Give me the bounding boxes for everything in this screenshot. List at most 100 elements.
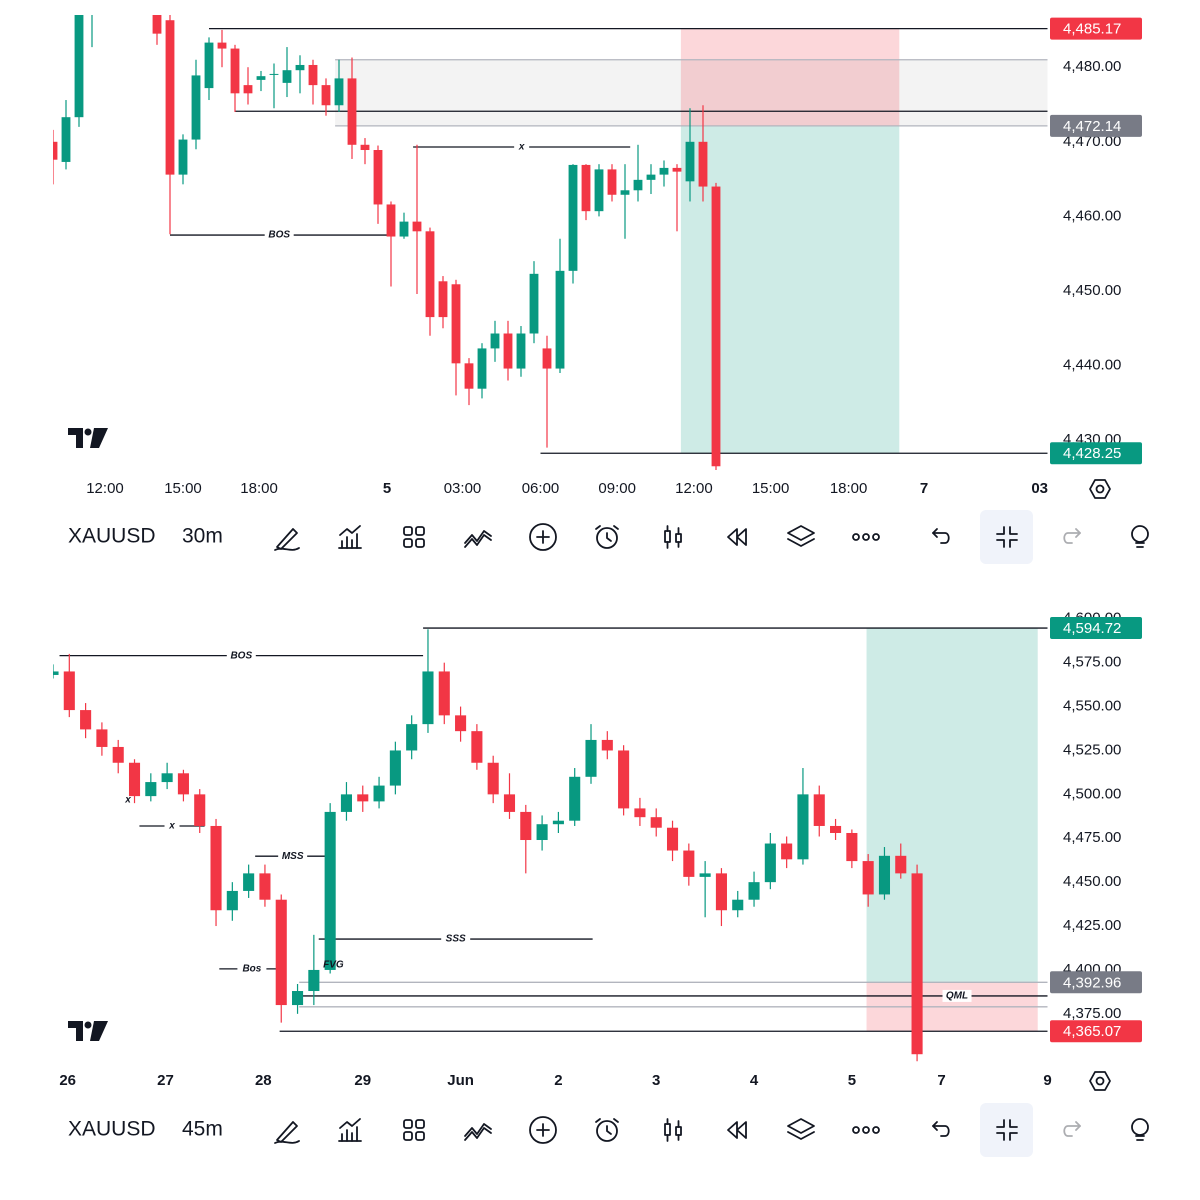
candle-body [422, 671, 434, 725]
x-tick-label: 28 [255, 1072, 272, 1089]
undo-button[interactable] [932, 528, 950, 544]
candle-body [911, 873, 923, 1055]
wave-button[interactable] [464, 530, 492, 548]
candle-body [177, 773, 189, 795]
plus-button[interactable] [529, 1116, 557, 1144]
candle-body [732, 899, 744, 911]
candle-body [797, 794, 809, 860]
settings-button[interactable] [1089, 1071, 1111, 1091]
pen-button[interactable] [274, 528, 300, 551]
price-tag-label: 4,428.25 [1063, 445, 1121, 462]
chart-button[interactable] [338, 1118, 362, 1142]
candle-body [80, 710, 92, 730]
interval: 45m [182, 1118, 223, 1141]
candle-body [646, 174, 656, 180]
x-tick-label: 27 [157, 1072, 174, 1089]
grid-icon-part [415, 1119, 425, 1129]
dots-button[interactable] [852, 533, 880, 541]
loss-zone [680, 28, 900, 126]
bulb-button[interactable] [1131, 1118, 1149, 1141]
price-tag-label: 4,594.72 [1063, 620, 1121, 637]
wave-button[interactable] [464, 1123, 492, 1141]
bulb-icon-part [1131, 1118, 1149, 1136]
grid-icon-part [403, 1131, 413, 1141]
candle-body [217, 42, 227, 49]
x-tick-label: 09:00 [598, 480, 636, 497]
candle-body [633, 179, 643, 191]
label-bg [264, 229, 294, 242]
interval: 30m [182, 525, 223, 548]
bulb-icon-part [1135, 1135, 1145, 1141]
candle-body [226, 890, 238, 911]
wave-icon-part [464, 534, 492, 548]
x-tick-label: 7 [920, 480, 928, 497]
bulb-button[interactable] [1131, 525, 1149, 548]
rewind-button[interactable] [727, 528, 747, 546]
undo-button[interactable] [932, 1121, 950, 1137]
x-tick-label: 12:00 [675, 480, 713, 497]
redo-icon-part [1063, 528, 1081, 544]
alarm-button[interactable] [595, 525, 619, 549]
redo-button[interactable] [1063, 528, 1081, 544]
candle-body [699, 873, 711, 877]
candle-button[interactable] [664, 525, 682, 549]
candle-body [204, 42, 214, 89]
undo-icon-part [932, 1125, 950, 1137]
layers-button[interactable] [787, 1118, 815, 1140]
plus-icon-part [536, 1123, 550, 1137]
price-tag [1050, 17, 1142, 40]
grid-button[interactable] [403, 526, 425, 548]
candle-body [516, 333, 526, 369]
layers-icon-part [787, 538, 815, 547]
x-tick-label: 29 [354, 1072, 371, 1089]
candle-body [412, 221, 422, 232]
y-tick-label: 4,450.00 [1063, 282, 1121, 299]
rewind-icon-part [727, 1121, 747, 1139]
candle-body [53, 671, 59, 675]
candle-body [620, 190, 630, 195]
layers-button[interactable] [787, 525, 815, 547]
shrink-button[interactable] [996, 1119, 1018, 1141]
redo-button[interactable] [1063, 1121, 1081, 1137]
chart-1: x BOS [53, 15, 1048, 470]
candle-body [256, 76, 266, 80]
chart-button[interactable] [338, 525, 362, 549]
candle-body [607, 169, 617, 195]
alarm-icon-part [596, 1120, 618, 1142]
candle-body [178, 139, 188, 175]
candle-body [503, 794, 516, 812]
grid-icon-part [403, 1119, 413, 1129]
alarm-button[interactable] [595, 1118, 619, 1142]
line-label: QML [946, 991, 968, 1002]
dots-button[interactable] [852, 1126, 880, 1134]
settings-button[interactable] [1089, 479, 1111, 499]
candle-body [438, 281, 448, 318]
pen-button[interactable] [274, 1121, 300, 1144]
rewind-button[interactable] [727, 1121, 747, 1139]
shrink-button[interactable] [996, 526, 1018, 548]
candle-body [321, 85, 331, 106]
candle-body [683, 850, 695, 877]
price-tag [1050, 442, 1142, 465]
price-tag [1050, 114, 1142, 137]
grid-button[interactable] [403, 1119, 425, 1141]
candle-body [373, 150, 383, 205]
candle-body [438, 671, 450, 716]
profit-zone [866, 628, 1038, 983]
candle-body [340, 794, 353, 812]
undo-icon-part [932, 1121, 938, 1131]
label-bg [226, 649, 256, 662]
price-tag-label: 4,365.07 [1063, 1023, 1121, 1040]
candle-body [659, 167, 669, 175]
candle-body [386, 204, 396, 237]
candle-body [487, 762, 499, 795]
candle-body [451, 284, 461, 364]
plus-button[interactable] [529, 523, 557, 551]
candle-icon-part [675, 533, 682, 543]
active-button-bg [980, 1103, 1033, 1157]
dots-icon-part [852, 1126, 860, 1134]
candle-body [357, 794, 369, 802]
candle-button[interactable] [664, 1118, 682, 1142]
x-tick-label: 26 [59, 1072, 76, 1089]
logo [68, 1021, 108, 1041]
